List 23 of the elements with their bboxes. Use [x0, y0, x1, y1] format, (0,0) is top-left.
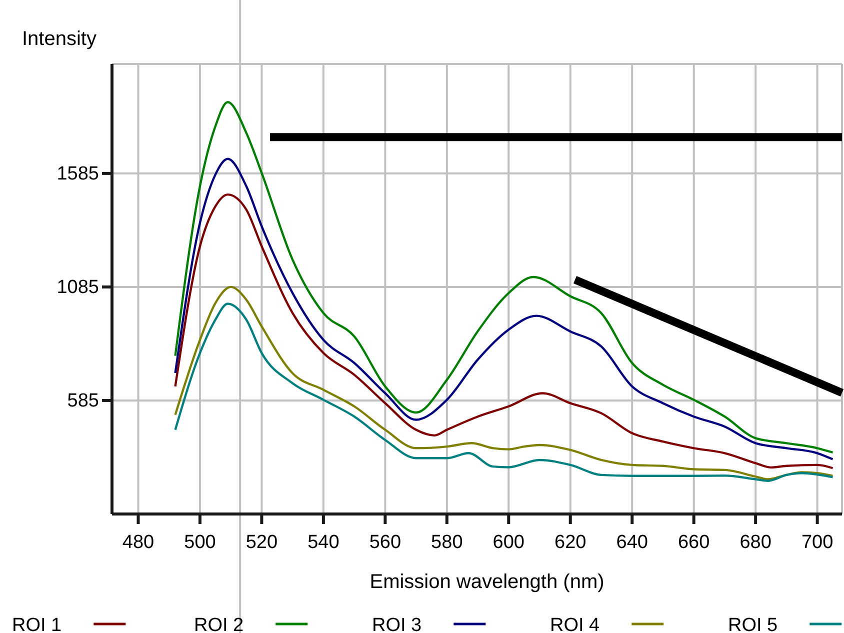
legend-label: ROI 1 — [12, 615, 62, 633]
y-tick-label: 1585 — [56, 164, 99, 185]
x-tick-label: 520 — [246, 532, 278, 553]
line-series — [174, 101, 834, 454]
x-tick-label: 700 — [801, 532, 834, 553]
x-tick-label: 540 — [308, 532, 340, 553]
x-tick-label: 640 — [616, 532, 648, 553]
x-tick-label: 660 — [678, 532, 710, 553]
legend-label: ROI 3 — [372, 615, 422, 633]
x-tick-label: 620 — [554, 532, 586, 553]
x-tick-label: 580 — [431, 532, 463, 553]
y-tick-label: 1085 — [56, 277, 99, 298]
y-axis-title: Intensity — [22, 28, 96, 50]
x-tick-label: 680 — [740, 532, 772, 553]
x-tick-label: 560 — [369, 532, 402, 553]
x-tick-label: 500 — [184, 532, 216, 553]
x-axis-title: Emission wavelength (nm) — [370, 571, 604, 593]
x-tick-label: 600 — [492, 532, 524, 553]
y-tick-label: 585 — [67, 390, 99, 412]
legend-label: ROI 5 — [728, 615, 778, 633]
legend-label: ROI 4 — [550, 615, 600, 633]
legend-label: ROI 2 — [194, 615, 244, 633]
x-tick-label: 480 — [122, 532, 154, 553]
